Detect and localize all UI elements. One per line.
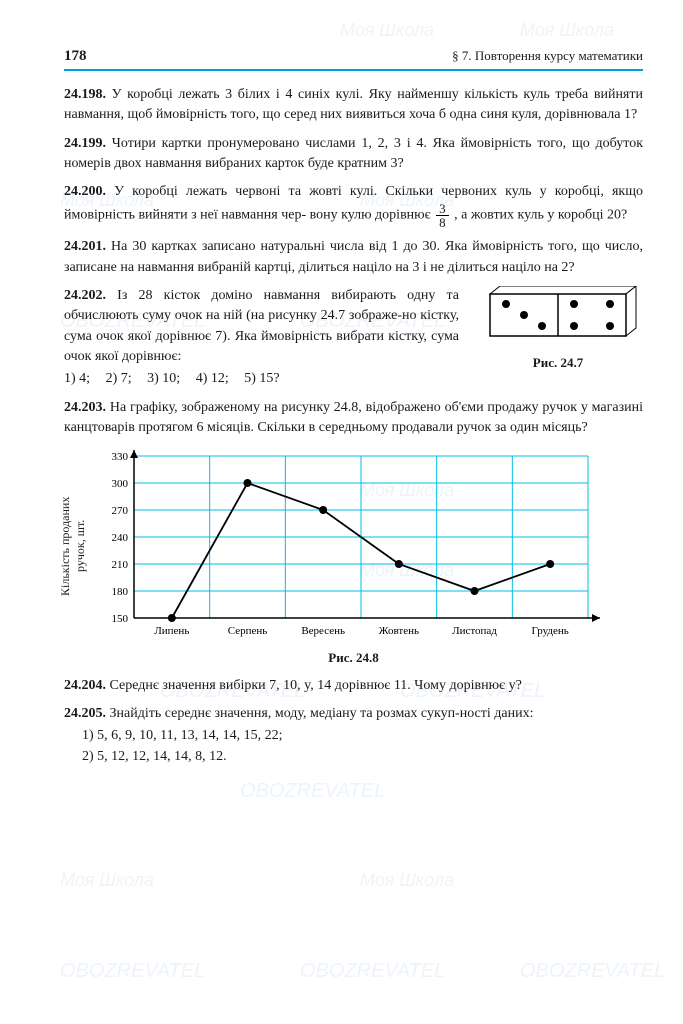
problem-24-200: 24.200. У коробці лежать червоні та жовт… — [64, 182, 643, 229]
page-content: 178 § 7. Повторення курсу математики 24.… — [0, 0, 683, 805]
svg-text:Жовтень: Жовтень — [379, 625, 419, 637]
problem-text: На графіку, зображеному на рисунку 24.8,… — [64, 400, 643, 435]
page-number: 178 — [64, 48, 87, 65]
page-header: 178 § 7. Повторення курсу математики — [64, 48, 643, 71]
svg-text:330: 330 — [112, 451, 129, 463]
svg-text:150: 150 — [112, 613, 129, 625]
problem-subitem: 2) 5, 12, 12, 14, 14, 8, 12. — [82, 746, 643, 767]
problem-number: 24.200. — [64, 184, 106, 199]
problem-text: Чотири картки пронумеровано числами 1, 2… — [64, 136, 643, 171]
svg-text:Вересень: Вересень — [301, 625, 345, 637]
problem-subitem: 1) 5, 6, 9, 10, 11, 13, 14, 14, 15, 22; — [82, 725, 643, 746]
svg-text:270: 270 — [112, 505, 129, 517]
problem-text: , а жовтих куль у коробці 20? — [454, 208, 627, 223]
svg-text:Грудень: Грудень — [532, 625, 569, 637]
problem-text: У коробці лежать 3 білих і 4 синіх кулі.… — [64, 87, 643, 122]
svg-text:300: 300 — [112, 478, 129, 490]
problem-24-204: 24.204. Середнє значення вибірки 7, 10, … — [64, 676, 643, 696]
problem-text: Із 28 кісток доміно навмання вибирають о… — [64, 288, 459, 364]
svg-text:240: 240 — [112, 532, 129, 544]
problem-24-203: 24.203. На графіку, зображеному на рисун… — [64, 398, 643, 439]
svg-text:180: 180 — [112, 586, 129, 598]
problem-number: 24.202. — [64, 288, 106, 303]
problem-24-205: 24.205. Знайдіть середнє значення, моду,… — [64, 704, 643, 766]
problem-text: Знайдіть середнє значення, моду, медіану… — [110, 706, 534, 721]
problem-text: Середнє значення вибірки 7, 10, y, 14 до… — [110, 678, 522, 693]
problem-24-201: 24.201. На 30 картках записано натуральн… — [64, 237, 643, 278]
problem-24-202-row: 24.202. Із 28 кісток доміно навмання виб… — [64, 286, 643, 397]
svg-text:210: 210 — [112, 559, 129, 571]
problem-number: 24.201. — [64, 239, 106, 254]
problem-number: 24.199. — [64, 136, 106, 151]
section-title: § 7. Повторення курсу математики — [452, 48, 643, 64]
y-axis-label: Кількість проданихручок, шт. — [54, 446, 88, 646]
fraction: 3 8 — [436, 202, 449, 229]
problem-24-198: 24.198. У коробці лежать 3 білих і 4 син… — [64, 85, 643, 126]
problem-options: 1) 4; 2) 7; 3) 10; 4) 12; 5) 15? — [64, 369, 459, 389]
problem-number: 24.204. — [64, 678, 106, 693]
problem-number: 24.205. — [64, 706, 106, 721]
line-chart: 150 180 210 240 270 300 330 Липень Серпень Вересе… — [88, 446, 608, 646]
figure-label: Рис. 24.7 — [473, 355, 643, 371]
problem-24-199: 24.199. Чотири картки пронумеровано числ… — [64, 134, 643, 175]
figure-caption: Рис. 24.8 — [64, 650, 643, 666]
problem-number: 24.198. — [64, 87, 106, 102]
figure-24-7: Рис. 24.7 — [473, 286, 643, 371]
problem-number: 24.203. — [64, 400, 106, 415]
domino-icon — [478, 286, 638, 344]
problem-text: вону кулю дорівнює — [310, 208, 431, 223]
svg-text:Листопад: Листопад — [452, 625, 497, 637]
svg-text:Липень: Липень — [154, 625, 189, 637]
problem-text: На 30 картках записано натуральні числа … — [64, 239, 643, 274]
chart-24-8: Кількість проданихручок, шт. 150 180 210 24… — [54, 446, 643, 646]
problem-24-202: 24.202. Із 28 кісток доміно навмання виб… — [64, 286, 459, 389]
svg-text:Серпень: Серпень — [228, 625, 268, 637]
